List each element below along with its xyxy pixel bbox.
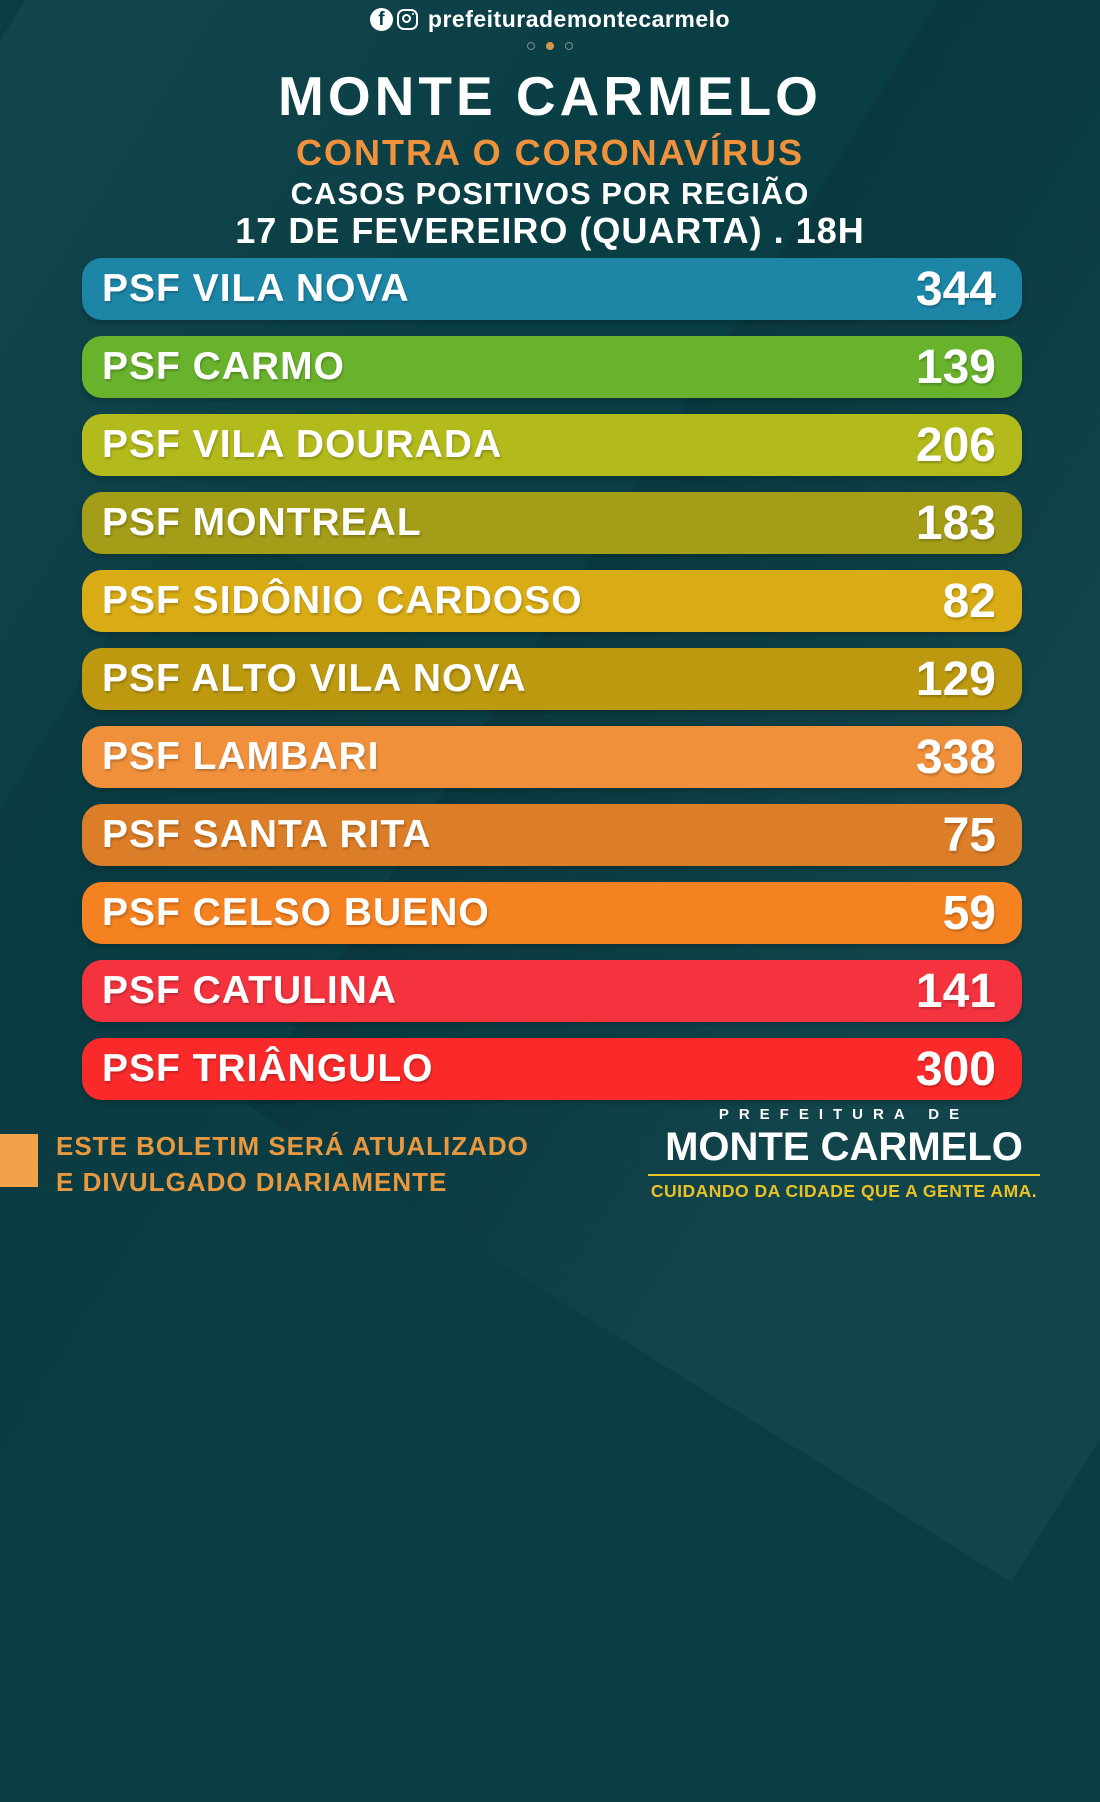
chart-title: CASOS POSITIVOS POR REGIÃO — [290, 176, 810, 211]
region-label: PSF CELSO BUENO — [102, 891, 490, 934]
region-row: PSF VILA NOVA 344 — [82, 258, 1022, 320]
prefeitura-logo: PREFEITURA DE MONTE CARMELO CUIDANDO DA … — [648, 1106, 1040, 1202]
region-value: 139 — [915, 340, 996, 394]
region-label: PSF VILA DOURADA — [102, 423, 503, 466]
chart-date: 17 DE FEVEREIRO (QUARTA) . 18H — [235, 210, 865, 251]
region-row: PSF VILA DOURADA 206 — [82, 414, 1022, 476]
logo-slogan: CUIDANDO DA CIDADE QUE A GENTE AMA. — [650, 1181, 1038, 1201]
footer-note-line1: ESTE BOLETIM SERÁ ATUALIZADO — [56, 1131, 529, 1161]
region-value: 141 — [915, 964, 996, 1018]
footer-note: ESTE BOLETIM SERÁ ATUALIZADO E DIVULGADO… — [56, 1128, 529, 1200]
region-value: 75 — [942, 808, 996, 862]
region-label: PSF CARMO — [102, 345, 345, 388]
region-value: 82 — [942, 574, 996, 628]
region-list: PSF VILA NOVA 344 PSF CARMO 139 PSF VILA DOU… — [82, 258, 1022, 1116]
footer-note-line2: E DIVULGADO DIARIAMENTE — [56, 1167, 448, 1197]
facebook-icon: f — [369, 8, 393, 31]
logo-name: MONTE CARMELO — [665, 1125, 1023, 1169]
region-value: 183 — [915, 496, 996, 550]
page-subtitle: CONTRA O CORONAVÍRUS — [296, 132, 804, 173]
region-value: 129 — [915, 652, 996, 706]
region-row: PSF SIDÔNIO CARDOSO 82 — [82, 570, 1022, 632]
page-title: MONTE CARMELO — [278, 65, 822, 127]
region-label: PSF LAMBARI — [102, 735, 380, 778]
region-value: 338 — [915, 730, 996, 784]
region-row: PSF LAMBARI 338 — [82, 726, 1022, 788]
social-icons: f — [369, 8, 418, 31]
region-row: PSF TRIÂNGULO 300 — [82, 1038, 1022, 1100]
region-label: PSF SANTA RITA — [102, 813, 432, 856]
region-row: PSF CATULINA 141 — [82, 960, 1022, 1022]
region-row: PSF SANTA RITA 75 — [82, 804, 1022, 866]
carousel-dot[interactable] — [565, 42, 573, 50]
region-label: PSF MONTREAL — [102, 501, 422, 544]
region-value: 206 — [915, 418, 996, 472]
region-label: PSF VILA NOVA — [102, 267, 410, 310]
social-header: f prefeiturademontecarmelo — [0, 6, 1100, 33]
social-handle: prefeiturademontecarmelo — [427, 6, 731, 32]
region-value: 59 — [942, 886, 996, 940]
logo-underline — [648, 1174, 1040, 1176]
region-label: PSF TRIÂNGULO — [102, 1047, 434, 1090]
carousel-dot-active[interactable] — [546, 42, 554, 50]
region-label: PSF CATULINA — [102, 969, 398, 1012]
footer-accent-square — [0, 1134, 38, 1187]
carousel-dot[interactable] — [527, 42, 535, 50]
region-row: PSF CARMO 139 — [82, 336, 1022, 398]
region-label: PSF ALTO VILA NOVA — [102, 657, 527, 700]
region-label: PSF SIDÔNIO CARDOSO — [102, 579, 583, 622]
region-row: PSF MONTREAL 183 — [82, 492, 1022, 554]
region-value: 300 — [915, 1042, 996, 1096]
carousel-dots — [0, 42, 1100, 50]
region-row: PSF CELSO BUENO 59 — [82, 882, 1022, 944]
region-value: 344 — [915, 262, 996, 316]
instagram-icon — [396, 9, 418, 30]
region-row: PSF ALTO VILA NOVA 129 — [82, 648, 1022, 710]
logo-top-line: PREFEITURA DE — [718, 1106, 970, 1123]
